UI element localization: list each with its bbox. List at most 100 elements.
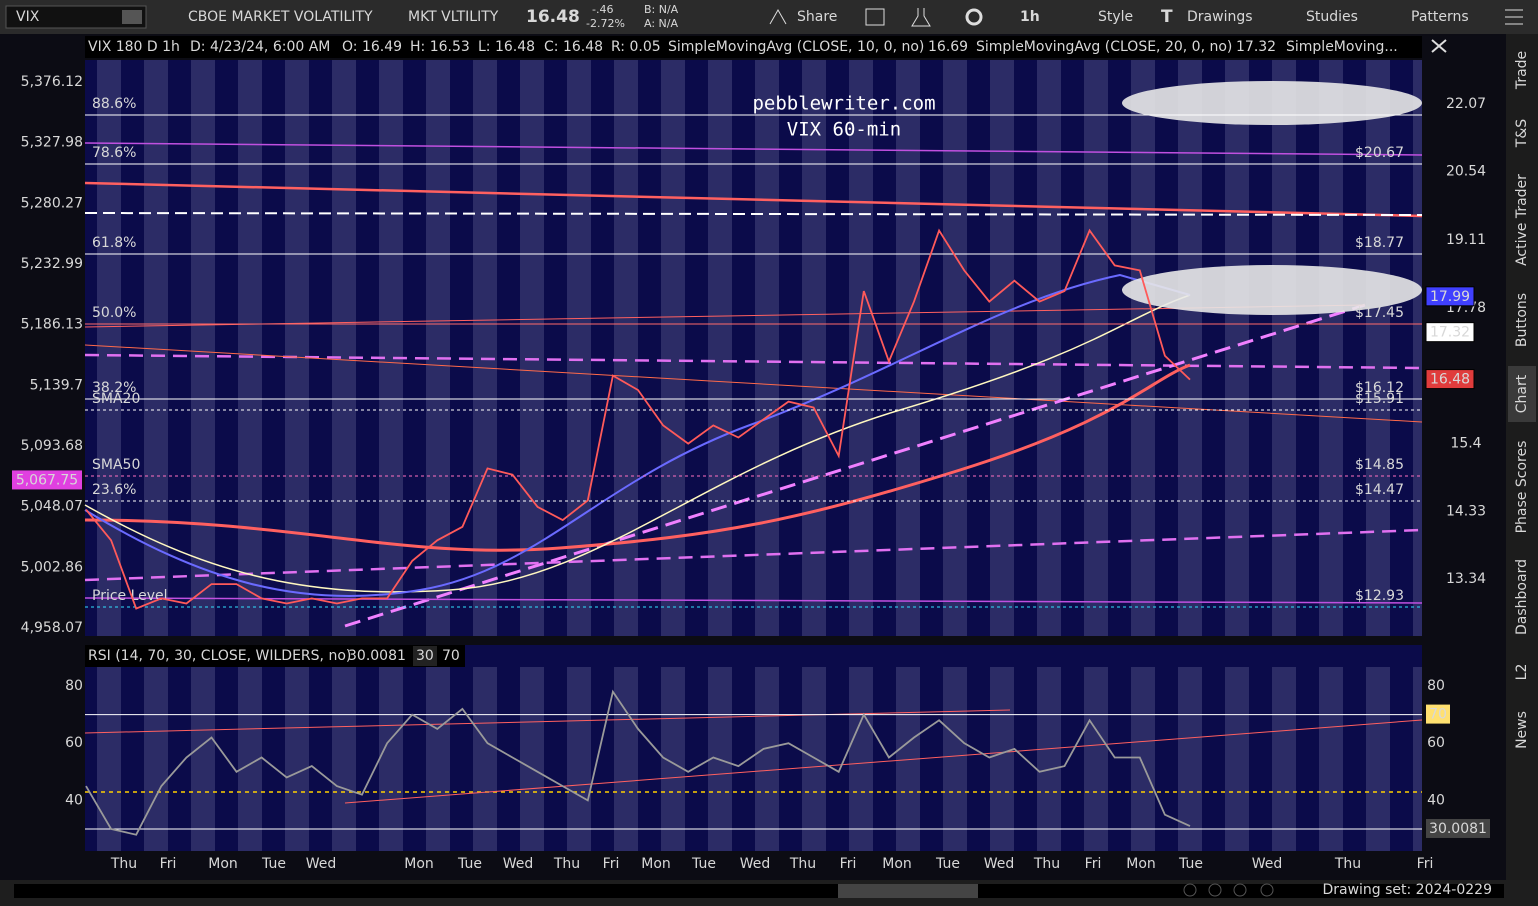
header-bar [85,36,1422,58]
sidebar-tab[interactable]: Dashboard [1514,559,1530,635]
fib-price: $17.45 [1355,305,1404,321]
session-band [473,667,497,851]
drawing-set: Drawing set: 2024-0229 [1322,882,1492,898]
rsi-header-bar [85,645,465,667]
session-band [1366,60,1390,636]
x-tick-label: Fri [603,856,620,872]
ask: A: N/A [644,17,678,30]
share-button[interactable]: Share [769,8,837,25]
sidebar-tab[interactable]: Chart [1514,374,1530,413]
fib-price: $14.85 [1355,457,1404,473]
timeframe[interactable]: 1h [1020,9,1040,25]
zoom-in-icon[interactable] [1233,883,1247,897]
rsi-trendline [84,709,1011,734]
session-band [191,667,215,851]
rsi-upper-marker [1426,704,1450,724]
x-tick-label: Mon [641,856,671,872]
zoom-out-icon[interactable] [1260,883,1274,897]
fib-label: SMA50 [92,457,140,473]
session-band [473,60,497,636]
session-band [614,60,638,636]
x-tick-label: Mon [882,856,912,872]
scrollbar-track[interactable] [14,884,1504,898]
sidebar-tab[interactable]: Buttons [1514,293,1530,347]
x-tick-label: Mon [404,856,434,872]
session-band [1272,60,1296,636]
session-band [1084,667,1108,851]
menu-icon[interactable] [1505,9,1523,25]
highlight-ellipse [1122,265,1422,315]
sidebar-tab[interactable]: Active Trader [1514,174,1530,266]
rsi-plot: 80 80 60 60 40 40 70 30.0081 [65,678,1490,838]
drawings-button[interactable]: Drawings [1187,9,1253,25]
studies-button[interactable]: Studies [1306,9,1358,25]
fib-label: 61.8% [92,235,136,251]
watermark: VIX 60-min [787,119,901,141]
x-tick-label: Wed [740,856,771,872]
cursor-icon[interactable] [1431,39,1447,53]
trendline [84,212,1423,216]
sidebar [1506,34,1538,880]
trendline [84,142,1423,156]
session-band [755,667,779,851]
rsi-lower: 30 [416,648,434,664]
x-tick-label: Fri [840,856,857,872]
rsi-upper-marker-label: 70 [1429,707,1447,723]
session-band [1272,667,1296,851]
settings-icon[interactable] [965,8,983,26]
fib-label: Price Level [92,588,168,604]
left-tick-label: 4,958.07 [21,620,83,636]
session-band [849,667,873,851]
left-tick-label: 5,186.13 [21,317,83,333]
style-button[interactable]: Style [1098,9,1133,25]
trendline [84,181,1423,218]
fib-price: $12.93 [1355,588,1404,604]
y-tick-label: 13.34 [1446,571,1486,587]
header-open: O: 16.49 [342,39,402,55]
session-band [1366,667,1390,851]
last-price: 16.48 [526,7,580,27]
fib-label: 88.6% [92,96,136,112]
crosshair-icon[interactable] [1208,883,1222,897]
x-tick-label: Tue [457,856,482,872]
symbol-dropdown[interactable] [122,10,142,24]
snapshot-icon[interactable] [865,8,885,26]
sidebar-tab[interactable]: News [1514,711,1530,749]
session-band [990,667,1014,851]
session-band [990,60,1014,636]
price-marker [1425,369,1475,390]
fib-price: $18.77 [1355,235,1404,251]
zoom-icon[interactable] [1183,883,1197,897]
x-tick-label: Tue [261,856,286,872]
toolbar [0,0,1538,34]
scrollbar-thumb[interactable] [838,884,978,898]
fib-price: $14.47 [1355,482,1404,498]
price-marker-label: 17.32 [1430,325,1470,341]
x-tick-label: Mon [1126,856,1156,872]
description: CBOE MARKET VOLATILITY [188,9,373,25]
sidebar-tab[interactable]: L2 [1514,664,1530,681]
rsi-tick-label: 60 [65,735,83,751]
sma50 [84,273,1191,598]
share-label: Share [797,9,837,25]
rsi-lower-box [413,646,437,666]
x-tick-label: Tue [691,856,716,872]
sidebar-tab[interactable]: T&S [1514,119,1530,148]
trendline [84,528,1423,582]
session-band [238,60,262,636]
fib-price: $16.12 [1355,380,1404,396]
symbol: VIX [16,9,40,25]
patterns-button[interactable]: Patterns [1411,9,1469,25]
x-tick-label: Tue [935,856,960,872]
symbol-box[interactable] [5,5,147,29]
fib-label: SMA20 [92,391,140,407]
session-band [1319,60,1343,636]
rsi-tick-label: 80 [1427,678,1445,694]
lab-icon[interactable] [911,8,931,27]
sidebar-tab[interactable]: Trade [1514,51,1530,90]
sidebar-tab[interactable]: Phase Scores [1514,441,1530,534]
session-band [97,667,121,851]
drawings-icon: T [1161,7,1173,27]
y-tick-label: 15.4 [1450,436,1481,452]
session-band [1225,667,1249,851]
